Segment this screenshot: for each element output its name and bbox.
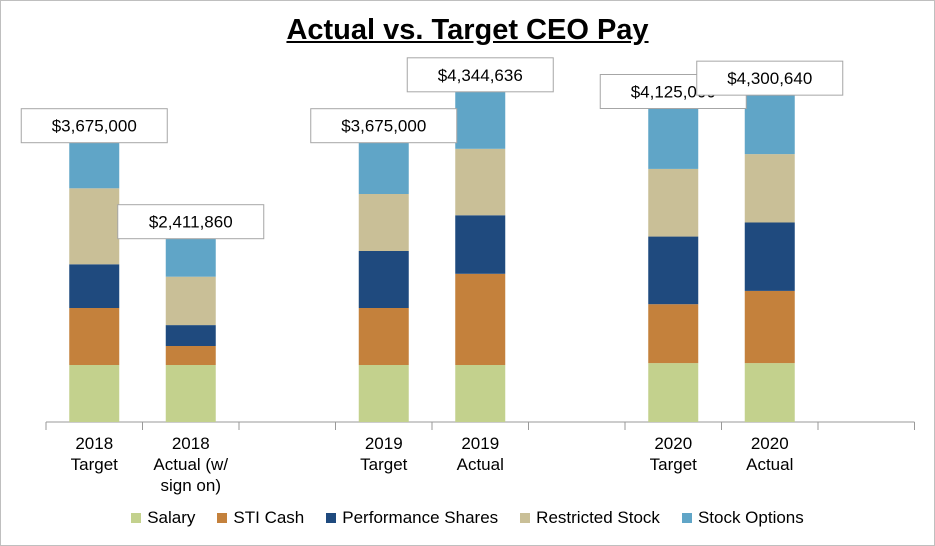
legend-item: STI Cash	[217, 508, 304, 528]
bar-segment-restricted-stock	[165, 276, 216, 326]
bar-segment-stock-options	[69, 142, 120, 189]
x-tick-label: 2018	[75, 434, 113, 453]
legend: Salary STI Cash Performance Shares Restrict…	[0, 508, 935, 528]
x-tick-label: 2018	[172, 434, 210, 453]
bar-segment-sti-cash	[455, 273, 506, 365]
legend-item: Restricted Stock	[520, 508, 660, 528]
data-label-box	[20, 108, 168, 144]
bar-segment-performance-shares	[648, 236, 699, 305]
legend-item: Stock Options	[681, 508, 804, 528]
x-tick-label: Target	[71, 455, 119, 474]
bar-segment-salary	[648, 363, 699, 422]
bar-segment-restricted-stock	[455, 148, 506, 216]
bar-segment-performance-shares	[744, 222, 795, 291]
legend-swatch	[217, 513, 228, 523]
data-label-box	[117, 204, 265, 240]
data-label-total: $3,675,000	[341, 117, 426, 136]
bar-segment-salary	[69, 365, 120, 422]
x-tick-label: 2019	[365, 434, 403, 453]
bar-segment-performance-shares	[358, 251, 409, 308]
bar-segment-stock-options	[165, 238, 216, 277]
bar-segment-stock-options	[455, 91, 506, 149]
x-tick-label: Target	[360, 455, 408, 474]
bar-segment-restricted-stock	[69, 188, 120, 265]
chart-title: Actual vs. Target CEO Pay	[286, 14, 649, 46]
bar-segment-sti-cash	[165, 346, 216, 365]
bar-segment-restricted-stock	[648, 168, 699, 237]
bar-segment-performance-shares	[69, 264, 120, 308]
x-tick-label: 2020	[751, 434, 789, 453]
bar-segment-salary	[455, 365, 506, 422]
legend-swatch	[131, 513, 142, 523]
bar-segment-salary	[165, 365, 216, 422]
x-tick-label: 2019	[461, 434, 499, 453]
x-tick-label: Actual (w/	[153, 455, 228, 474]
legend-swatch	[326, 513, 337, 523]
legend-label: STI Cash	[233, 508, 305, 527]
legend-item: Salary	[131, 508, 195, 528]
data-label-total: $2,411,860	[149, 213, 233, 232]
data-label-box	[406, 57, 554, 93]
bar-segment-stock-options	[358, 142, 409, 194]
data-label-box	[696, 60, 844, 96]
x-tick-label: Target	[650, 455, 698, 474]
legend-item: Performance Shares	[326, 508, 498, 528]
bar-segment-restricted-stock	[744, 154, 795, 223]
legend-label: Salary	[147, 508, 196, 527]
bar-segment-performance-shares	[165, 325, 216, 346]
x-tick-label: 2020	[654, 434, 692, 453]
legend-swatch	[520, 513, 531, 523]
bar-segment-sti-cash	[69, 308, 120, 365]
bar-segment-salary	[744, 363, 795, 422]
data-label-box	[310, 108, 458, 144]
legend-label: Performance Shares	[342, 508, 499, 527]
x-tick-label: Actual	[746, 455, 793, 474]
bar-segment-salary	[358, 365, 409, 422]
x-tick-label: sign on)	[161, 476, 221, 495]
bar-segment-sti-cash	[358, 308, 409, 365]
bar-segment-performance-shares	[455, 215, 506, 274]
legend-label: Stock Options	[697, 508, 804, 527]
x-tick-label: Actual	[457, 455, 504, 474]
data-label-total: $4,344,636	[438, 66, 523, 85]
data-label-total: $4,300,640	[727, 69, 812, 88]
bar-segment-sti-cash	[744, 290, 795, 364]
legend-swatch	[681, 513, 692, 523]
bar-segment-sti-cash	[648, 304, 699, 364]
legend-label: Restricted Stock	[536, 508, 660, 527]
bar-segment-stock-options	[648, 108, 699, 169]
data-label-total: $4,125,000	[631, 83, 716, 102]
data-label-total: $3,675,000	[52, 117, 137, 136]
bar-segment-stock-options	[744, 95, 795, 155]
bar-segment-restricted-stock	[358, 194, 409, 251]
